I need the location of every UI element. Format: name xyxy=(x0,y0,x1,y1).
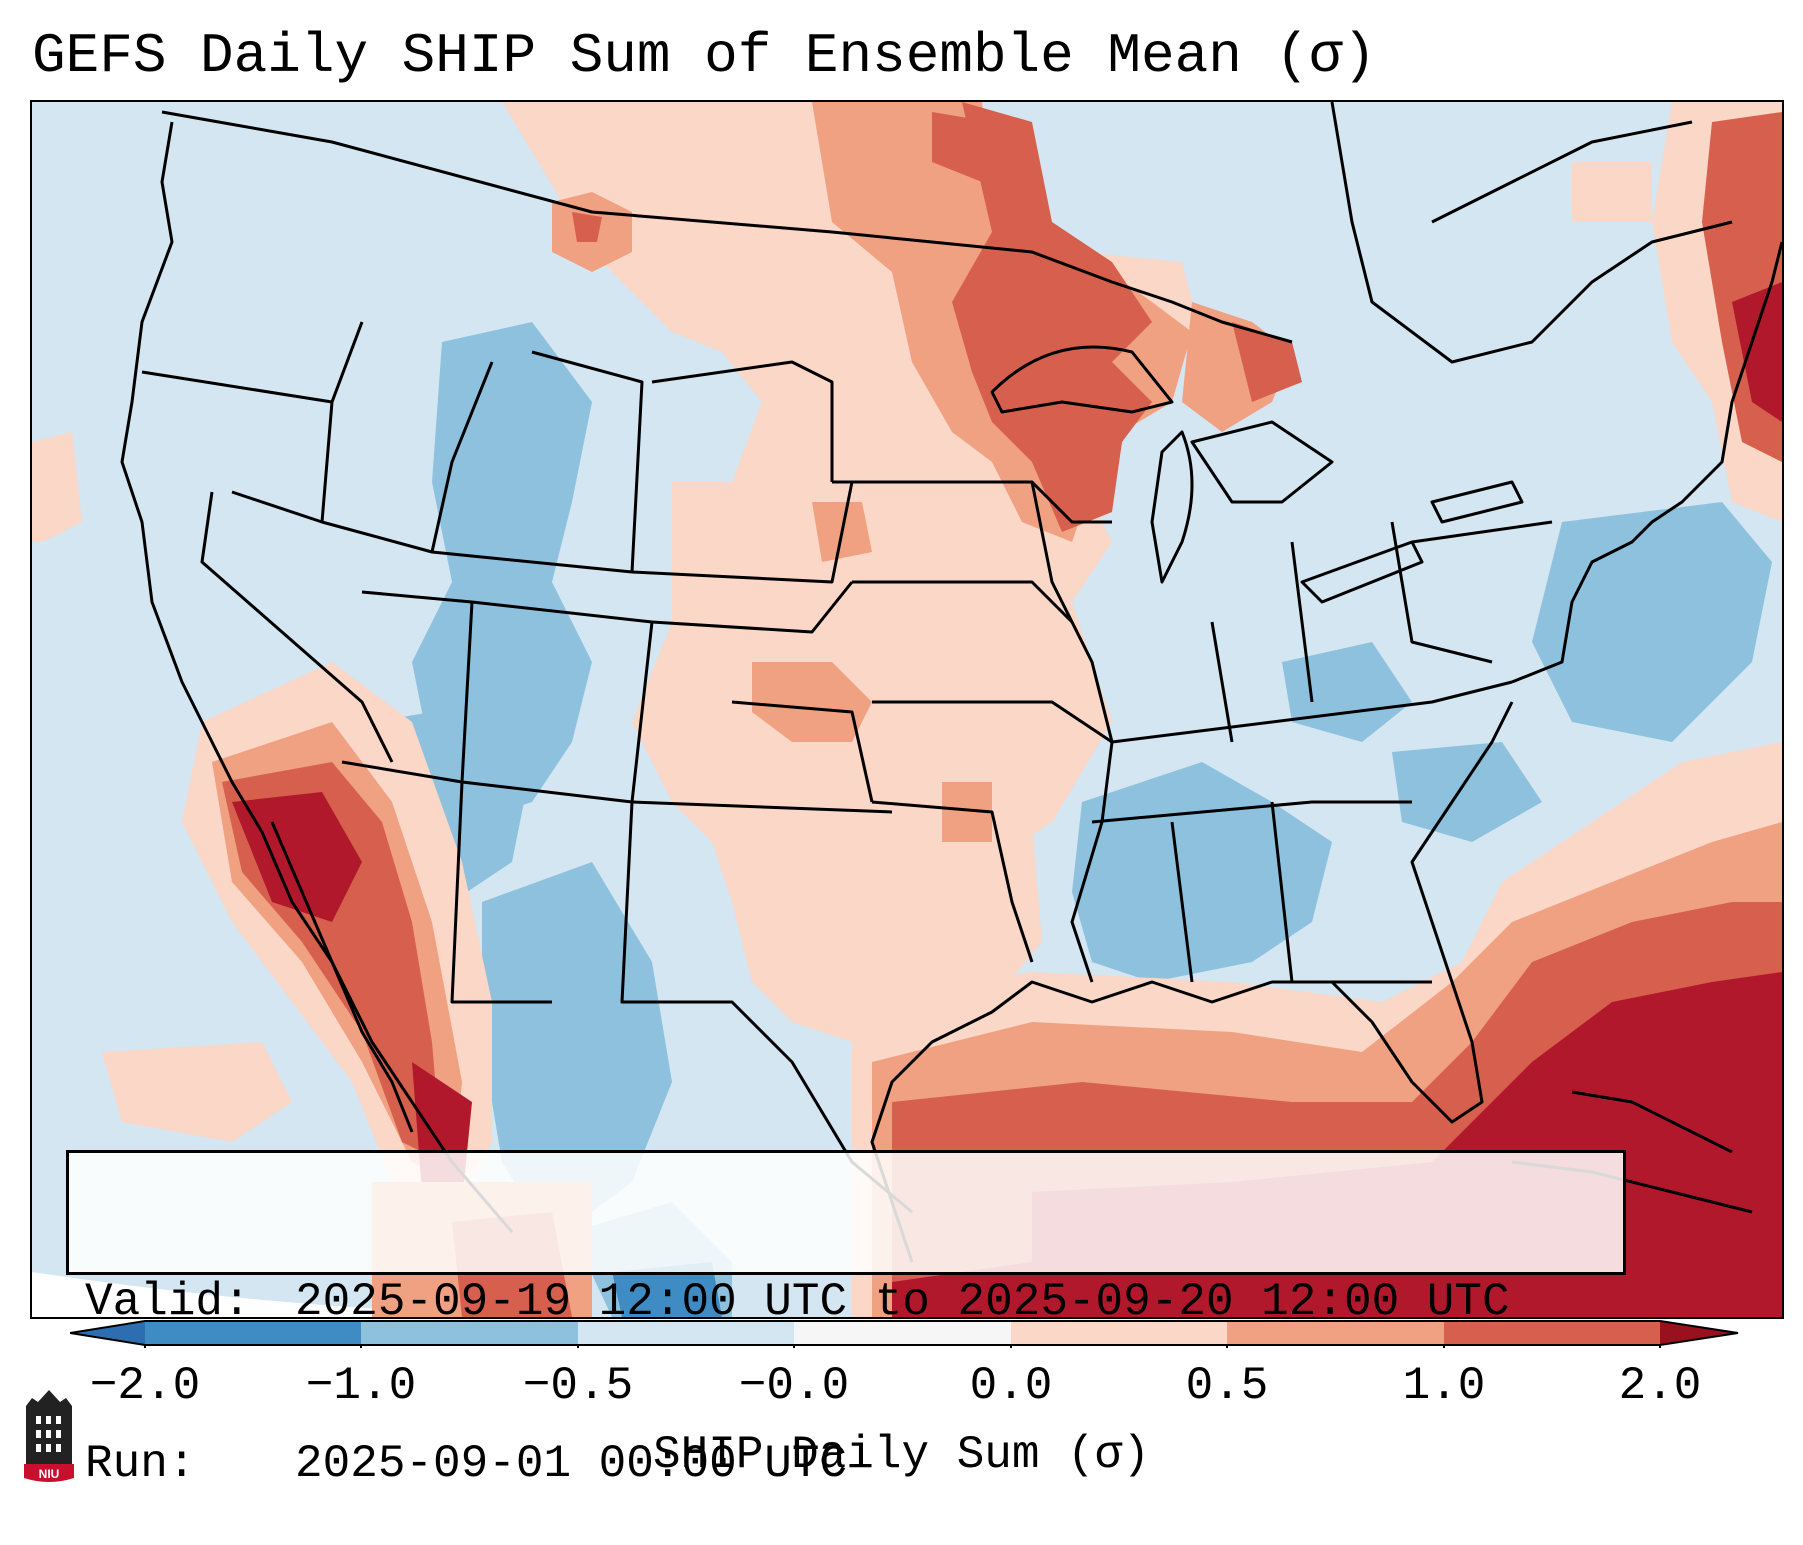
southeast-coastline xyxy=(1330,701,1514,1124)
projection-edge-left xyxy=(32,1272,632,1317)
lake-superior xyxy=(990,345,1174,414)
atlantic-coastline xyxy=(1511,241,1782,684)
colorbar-tick-label: −2.0 xyxy=(89,1360,201,1412)
colorbar-extend-low xyxy=(70,1321,145,1345)
run-label: Run: xyxy=(85,1438,196,1490)
us-canada-border xyxy=(161,110,1293,344)
colorbar-segment xyxy=(578,1321,794,1345)
colorbar-segment xyxy=(1444,1321,1660,1345)
colorbar-segment xyxy=(1011,1321,1227,1345)
page-title: GEFS Daily SHIP Sum of Ensemble Mean (σ) xyxy=(32,24,1377,88)
run-value: 2025-09-01 00:00 UTC xyxy=(295,1438,848,1490)
colorbar-tick-label: 0.0 xyxy=(969,1360,1053,1412)
anomaly-northeast-warm xyxy=(32,102,1782,542)
baja-coastline xyxy=(270,821,414,1133)
colorbar-segment xyxy=(145,1321,361,1345)
niu-logo: NIU xyxy=(24,1390,74,1482)
anomaly-southern-plains xyxy=(632,482,1042,1042)
colorbar-label: SHIP Daily Sum (σ) xyxy=(653,1429,1150,1481)
lake-ontario xyxy=(1430,480,1524,524)
run-row: Run: 2025-09-01 00:00 UTC xyxy=(85,1437,1607,1491)
valid-value: 2025-09-19 12:00 UTC to 2025-09-20 12:00… xyxy=(295,1276,1510,1328)
pacific-coastline xyxy=(120,121,514,1233)
colorbar-segment xyxy=(1227,1321,1444,1345)
colorbar xyxy=(70,1320,1739,1348)
colorbar-tick-label: 1.0 xyxy=(1402,1360,1486,1412)
colorbar-extend-high xyxy=(1660,1321,1738,1345)
lake-michigan xyxy=(1150,430,1194,584)
validity-info-box: Valid: 2025-09-19 12:00 UTC to 2025-09-2… xyxy=(66,1150,1626,1490)
lake-erie xyxy=(1300,540,1424,604)
colorbar-segment xyxy=(794,1321,1011,1345)
boundaries xyxy=(120,102,1782,1263)
anomaly-pacific-warm xyxy=(102,1042,292,1142)
anomaly-southwest-warm xyxy=(182,662,592,1317)
logo-text: NIU xyxy=(39,1467,60,1481)
colorbar-tick-label: −0.0 xyxy=(738,1360,850,1412)
colorbar-segment xyxy=(361,1321,578,1345)
colorbar-tick-label: −1.0 xyxy=(305,1360,417,1412)
valid-label: Valid: xyxy=(85,1276,251,1328)
colorbar-tick-label: −0.5 xyxy=(522,1360,634,1412)
colorbar-tick-label: 0.5 xyxy=(1185,1360,1269,1412)
colorbar-tick-label: 2.0 xyxy=(1618,1360,1702,1412)
map-panel xyxy=(30,100,1784,1319)
valid-row: Valid: 2025-09-19 12:00 UTC to 2025-09-2… xyxy=(85,1275,1607,1329)
lake-huron xyxy=(1190,420,1334,504)
anomaly-map xyxy=(32,102,1782,1317)
